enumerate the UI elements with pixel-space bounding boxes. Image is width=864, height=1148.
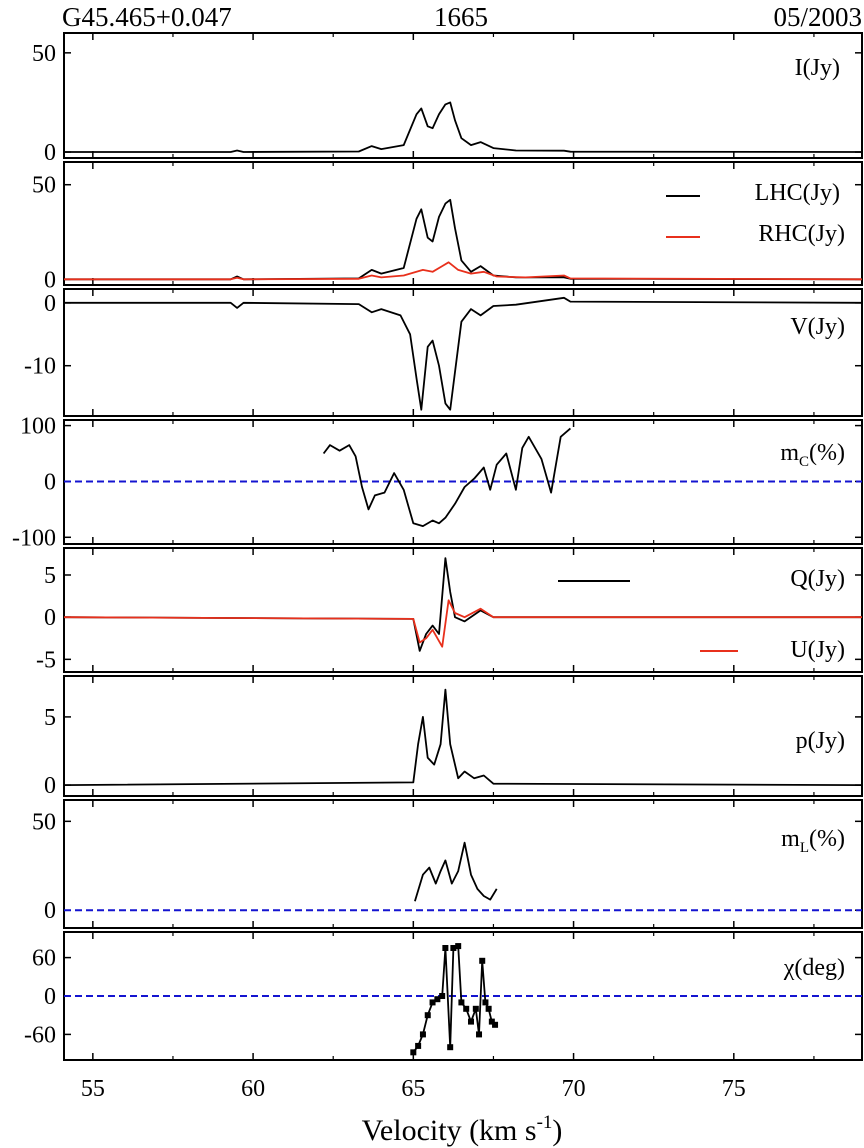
x-tick-label: 65 — [401, 1076, 425, 1102]
series-line-data — [64, 296, 863, 411]
panel-7: 50 0 mL(%) — [32, 799, 863, 929]
data-point — [410, 1049, 417, 1056]
data-point — [455, 943, 462, 950]
y-tick-label: 100 — [20, 414, 56, 440]
panel-label-main: m — [781, 826, 800, 852]
panel-label-sub: L — [800, 840, 809, 856]
y-tick-label: 50 — [32, 41, 56, 67]
legend-label: RHC(Jy) — [758, 221, 845, 247]
data-point — [447, 1044, 454, 1051]
data-point — [415, 1042, 422, 1049]
panel-frame — [63, 799, 863, 929]
panel-label-unit: (%) — [809, 826, 845, 852]
panel-5: 5 0 -5 Q(Jy) U(Jy) — [36, 547, 863, 673]
panel-label: I(Jy) — [795, 55, 840, 81]
data-point — [468, 1018, 475, 1025]
y-tick-label: -60 — [24, 1022, 56, 1048]
panel-label-main: m — [780, 440, 799, 466]
data-point — [450, 945, 457, 951]
series-line-data — [414, 841, 498, 902]
y-tick-label: 0 — [44, 291, 56, 317]
header-date: 05/2003 — [773, 2, 862, 32]
panel-8: 60 0 -60 χ(deg) — [24, 931, 863, 1061]
y-tick-label: 0 — [44, 469, 56, 495]
y-tick-label: -10 — [24, 354, 56, 380]
panel-frame — [63, 547, 863, 673]
panel-label: χ(deg) — [783, 955, 845, 981]
panel-1: 0 50 I(Jy) — [32, 32, 863, 166]
y-tick-label: -5 — [36, 647, 56, 673]
x-tick-label: 70 — [562, 1076, 586, 1102]
header-frequency: 1665 — [434, 2, 488, 32]
data-point — [419, 1031, 426, 1038]
x-axis-label: Velocity (km s-1) — [362, 1112, 563, 1147]
panel-label: V(Jy) — [790, 314, 845, 340]
y-tick-label: 50 — [32, 173, 56, 199]
series-line-lhcjy — [64, 198, 863, 281]
x-tick-label: 75 — [722, 1076, 746, 1102]
legend-label: LHC(Jy) — [755, 180, 840, 206]
series-line-qjy — [63, 557, 862, 652]
panel-3: 0 -10 V(Jy) — [24, 288, 863, 417]
data-point — [429, 999, 436, 1006]
y-tick-label: 5 — [44, 563, 56, 589]
series-line-data — [64, 101, 863, 153]
y-tick-label: 0 — [44, 984, 56, 1010]
y-tick-label: 0 — [44, 267, 56, 293]
header-source: G45.465+0.047 — [62, 2, 232, 32]
data-point — [482, 999, 489, 1006]
data-point — [492, 1021, 499, 1028]
y-tick-label: 0 — [44, 140, 56, 166]
data-point — [485, 1005, 492, 1012]
panel-label: mL(%) — [781, 826, 845, 856]
panel-4: 100 0 -100 mC(%) — [12, 414, 863, 551]
data-point — [476, 1031, 483, 1038]
y-tick-label: 0 — [44, 773, 56, 799]
data-point — [439, 993, 446, 999]
data-point — [488, 1018, 495, 1025]
y-tick-label: 0 — [44, 605, 56, 631]
panel-label-unit: (%) — [809, 440, 845, 466]
x-tick-label: 60 — [241, 1076, 265, 1102]
panel-label: p(Jy) — [796, 728, 845, 754]
panel-frame — [63, 161, 863, 286]
panel-label: mC(%) — [780, 440, 845, 470]
series-line-data — [63, 688, 863, 786]
data-point — [458, 999, 465, 1006]
panel-label-sub: C — [799, 454, 809, 470]
y-tick-label: 5 — [44, 705, 56, 731]
series-line-rhcjy — [64, 261, 863, 281]
series-line-data — [322, 427, 571, 527]
x-tick-label: 55 — [81, 1076, 105, 1102]
panel-frame — [63, 32, 863, 159]
panel-2: 0 50 LHC(Jy) RHC(Jy) — [32, 161, 863, 293]
y-tick-label: 50 — [32, 809, 56, 835]
data-point — [472, 1005, 479, 1012]
x-axis: 55 60 65 70 75 — [81, 1076, 746, 1102]
data-point — [434, 996, 441, 1003]
series-line-ujy — [63, 599, 862, 648]
legend-label: Q(Jy) — [790, 566, 845, 592]
data-point — [424, 1012, 431, 1019]
panel-6: 5 0 p(Jy) — [44, 675, 863, 799]
y-tick-label: 0 — [44, 898, 56, 924]
data-point — [479, 957, 486, 964]
data-point — [442, 945, 449, 951]
panel-frame — [63, 288, 863, 417]
panel-frame — [63, 675, 863, 797]
y-tick-label: -100 — [12, 525, 56, 551]
legend-label: U(Jy) — [790, 637, 845, 663]
data-point — [463, 1005, 470, 1012]
y-tick-label: 60 — [32, 946, 56, 972]
